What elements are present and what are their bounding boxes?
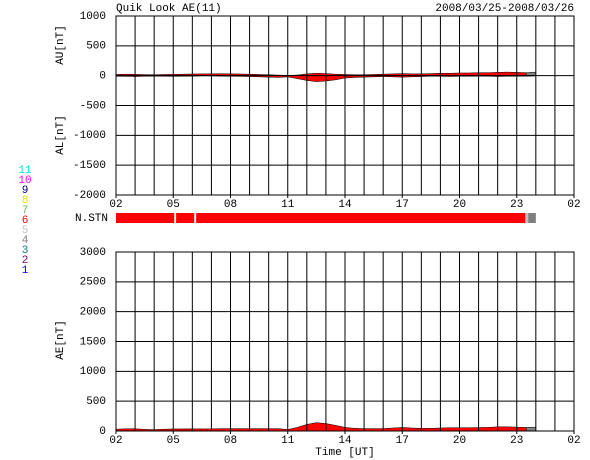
x-tick-label: 08 — [224, 435, 237, 447]
x-tick-label: 20 — [453, 199, 466, 211]
area — [115, 71, 527, 76]
y-tick-label: 1500 — [80, 336, 106, 348]
legend-label: 1 — [22, 265, 29, 277]
x-tick-label: 14 — [338, 199, 352, 211]
x-tick-label: 11 — [281, 199, 295, 211]
x-tick-label: 02 — [567, 199, 580, 211]
legend-label: 3 — [22, 245, 29, 257]
y-axis-label: AU[nT] — [55, 25, 67, 65]
x-tick-label: 02 — [567, 435, 580, 447]
plot-frame — [115, 251, 575, 432]
x-tick-label: 20 — [453, 435, 466, 447]
y-axis-label: AL[nT] — [55, 115, 67, 155]
y-tick-label: 3000 — [80, 247, 106, 259]
legend-label: 7 — [22, 205, 29, 217]
station-segment — [525, 213, 529, 223]
x-tick-label: 14 — [338, 435, 352, 447]
y-tick-label: -500 — [80, 100, 106, 112]
y-tick-label: 500 — [86, 41, 106, 53]
legend-label: 6 — [22, 215, 29, 227]
chart-title: Quik Look AE(11) — [116, 3, 222, 15]
legend-label: 8 — [22, 195, 29, 207]
legend-label: 10 — [18, 175, 31, 187]
x-tick-label: 02 — [109, 435, 122, 447]
y-tick-label: 1000 — [80, 11, 106, 23]
x-tick-label: 05 — [167, 199, 180, 211]
station-segment — [528, 213, 536, 223]
y-tick-label: -1000 — [73, 130, 106, 142]
x-tick-label: 02 — [109, 199, 122, 211]
area — [115, 75, 527, 82]
x-tick-label: 17 — [396, 199, 409, 211]
area — [115, 422, 527, 432]
y-axis-label: AE[nT] — [55, 320, 67, 360]
area — [526, 426, 537, 432]
date-range: 2008/03/25-2008/03/26 — [435, 3, 574, 15]
y-tick-label: -2000 — [73, 190, 106, 202]
y-tick-label: -1500 — [73, 160, 106, 172]
y-tick-label: 1000 — [80, 366, 106, 378]
station-segment — [116, 213, 175, 223]
x-tick-label: 23 — [510, 199, 523, 211]
x-tick-label: 23 — [510, 435, 523, 447]
station-label: N.STN — [75, 213, 108, 225]
x-tick-label: 11 — [281, 435, 295, 447]
area — [526, 71, 537, 76]
legend-label: 9 — [22, 185, 29, 197]
x-tick-label: 17 — [396, 435, 409, 447]
y-tick-label: 2500 — [80, 277, 106, 289]
legend-label: 5 — [22, 225, 29, 237]
y-tick-label: 500 — [86, 396, 106, 408]
x-tick-label: 05 — [167, 435, 180, 447]
x-axis-label: Time [UT] — [315, 447, 374, 459]
y-tick-label: 2000 — [80, 307, 106, 319]
legend-label: 11 — [18, 165, 32, 177]
x-tick-label: 08 — [224, 199, 237, 211]
plot-frame — [115, 15, 575, 196]
station-segment — [196, 213, 526, 223]
y-tick-label: 0 — [99, 71, 106, 83]
legend-label: 4 — [22, 235, 29, 247]
station-segment — [176, 213, 195, 223]
y-tick-label: 0 — [99, 426, 106, 438]
legend-label: 2 — [22, 255, 29, 267]
